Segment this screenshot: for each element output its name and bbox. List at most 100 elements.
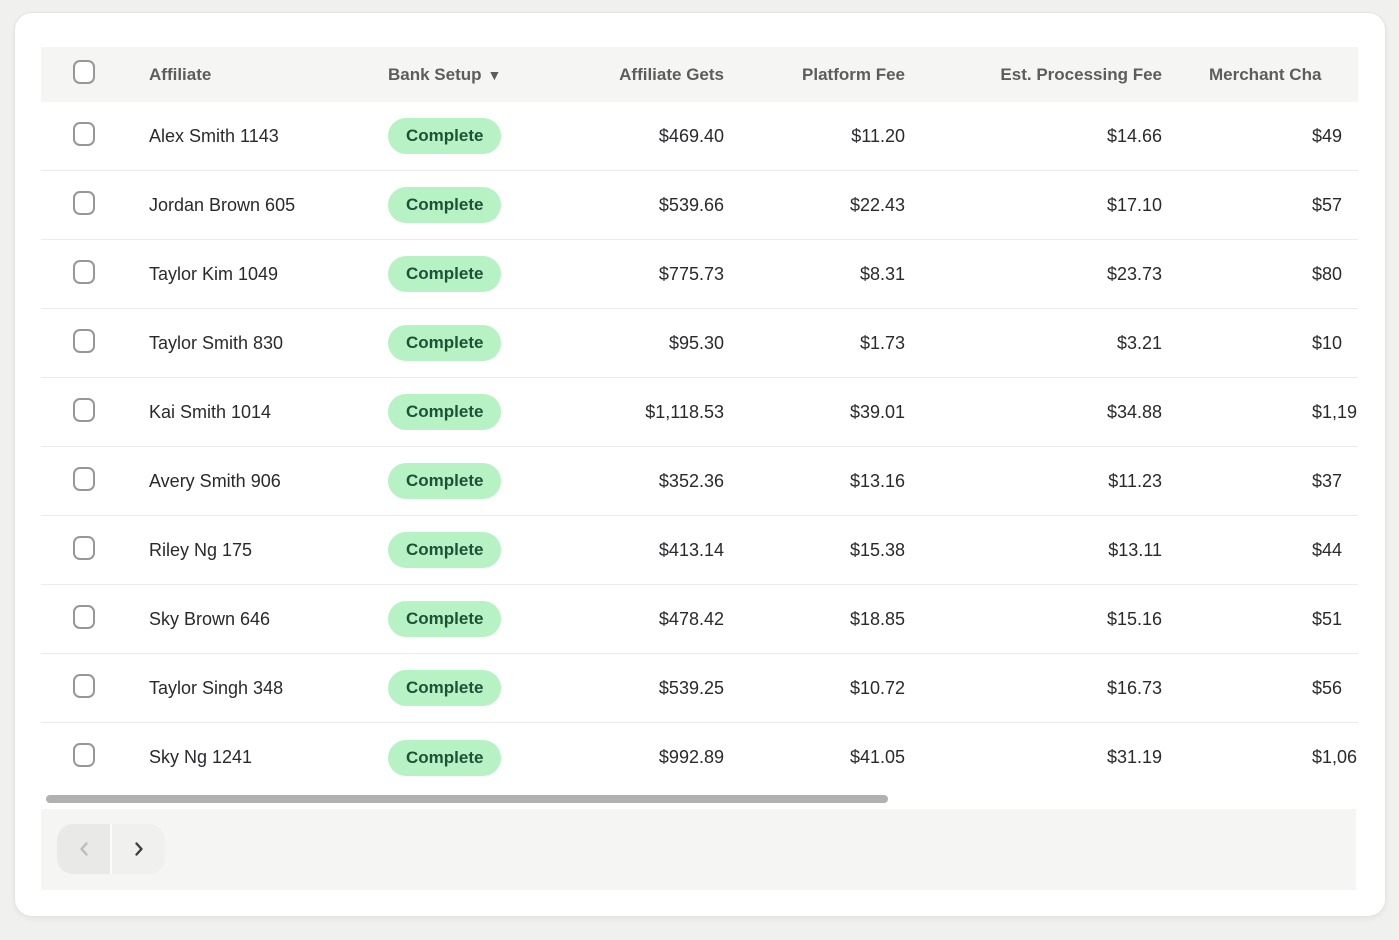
affiliate-name: Taylor Singh 348 bbox=[149, 677, 284, 698]
platform-fee-value: $10.72 bbox=[849, 677, 905, 698]
affiliate-payouts-card: Affiliate Bank Setup ▼ Affiliate Gets Pla… bbox=[14, 12, 1386, 917]
column-header-platform-fee[interactable]: Platform Fee bbox=[724, 65, 905, 85]
platform-fee-value: $22.43 bbox=[849, 194, 905, 215]
table-row: Taylor Smith 830 Complete $95.30 $1.73 $… bbox=[41, 309, 1358, 378]
status-badge: Complete bbox=[388, 118, 502, 154]
row-checkbox[interactable] bbox=[73, 328, 95, 353]
sort-desc-icon: ▼ bbox=[487, 66, 502, 83]
column-header-bank-setup[interactable]: Bank Setup ▼ bbox=[381, 65, 601, 85]
merchant-charge-value: $56 bbox=[1312, 677, 1343, 698]
merchant-charge-value: $80 bbox=[1312, 263, 1343, 284]
merchant-charge-value: $51 bbox=[1312, 608, 1343, 629]
processing-fee-value: $16.73 bbox=[1106, 677, 1162, 698]
status-badge: Complete bbox=[388, 463, 502, 499]
processing-fee-value: $34.88 bbox=[1106, 401, 1162, 422]
row-select-cell bbox=[41, 673, 116, 703]
bank-setup-cell: Complete bbox=[381, 601, 601, 637]
table-body: Alex Smith 1143 Complete $469.40 $11.20 … bbox=[41, 102, 1358, 792]
status-badge: Complete bbox=[388, 256, 502, 292]
select-all-checkbox[interactable] bbox=[73, 60, 95, 84]
platform-fee-value: $41.05 bbox=[849, 747, 905, 767]
platform-fee-value: $39.01 bbox=[849, 401, 905, 422]
table-row: Kai Smith 1014 Complete $1,118.53 $39.01… bbox=[41, 378, 1358, 447]
table-row: Jordan Brown 605 Complete $539.66 $22.43… bbox=[41, 171, 1358, 240]
affiliate-gets-value: $539.66 bbox=[658, 194, 724, 215]
table-row: Riley Ng 175 Complete $413.14 $15.38 $13… bbox=[41, 516, 1358, 585]
platform-fee-value: $13.16 bbox=[849, 470, 905, 491]
affiliate-name: Jordan Brown 605 bbox=[149, 194, 296, 215]
affiliate-gets-value: $478.42 bbox=[658, 608, 724, 629]
affiliate-name: Taylor Kim 1049 bbox=[149, 263, 279, 284]
table-footer bbox=[41, 809, 1356, 890]
row-select-cell bbox=[41, 397, 116, 427]
affiliate-name: Avery Smith 906 bbox=[149, 470, 281, 491]
column-header-label: Affiliate Gets bbox=[619, 64, 724, 84]
chevron-left-icon bbox=[79, 842, 88, 856]
platform-fee-value: $15.38 bbox=[849, 539, 905, 560]
merchant-charge-value: $44 bbox=[1312, 539, 1343, 560]
pagination-control bbox=[57, 824, 165, 874]
affiliate-gets-value: $95.30 bbox=[668, 332, 724, 353]
row-checkbox[interactable] bbox=[73, 121, 95, 146]
row-checkbox[interactable] bbox=[73, 259, 95, 284]
column-header-processing-fee[interactable]: Est. Processing Fee bbox=[905, 65, 1162, 85]
row-checkbox[interactable] bbox=[73, 190, 95, 215]
row-checkbox[interactable] bbox=[73, 535, 95, 560]
previous-page-button[interactable] bbox=[57, 824, 110, 874]
table-row: Taylor Kim 1049 Complete $775.73 $8.31 $… bbox=[41, 240, 1358, 309]
merchant-charge-value: $57 bbox=[1312, 194, 1343, 215]
column-header-label: Affiliate bbox=[149, 64, 212, 84]
row-checkbox[interactable] bbox=[73, 397, 95, 422]
merchant-charge-value: $10 bbox=[1312, 332, 1343, 353]
row-checkbox[interactable] bbox=[73, 604, 95, 629]
affiliate-name: Taylor Smith 830 bbox=[149, 332, 284, 353]
platform-fee-value: $18.85 bbox=[849, 608, 905, 629]
affiliate-name: Alex Smith 1143 bbox=[149, 125, 279, 146]
affiliates-table: Affiliate Bank Setup ▼ Affiliate Gets Pla… bbox=[41, 47, 1358, 792]
bank-setup-cell: Complete bbox=[381, 394, 601, 430]
table-header-row: Affiliate Bank Setup ▼ Affiliate Gets Pla… bbox=[41, 47, 1358, 102]
processing-fee-value: $31.19 bbox=[1106, 747, 1162, 767]
affiliate-gets-value: $539.25 bbox=[658, 677, 724, 698]
status-badge: Complete bbox=[388, 394, 502, 430]
row-select-cell bbox=[41, 121, 116, 151]
merchant-charge-value: $49 bbox=[1312, 125, 1343, 146]
table-row: Taylor Singh 348 Complete $539.25 $10.72… bbox=[41, 654, 1358, 723]
row-checkbox[interactable] bbox=[73, 743, 95, 767]
affiliate-gets-value: $992.89 bbox=[658, 747, 724, 767]
table-row: Sky Brown 646 Complete $478.42 $18.85 $1… bbox=[41, 585, 1358, 654]
status-badge: Complete bbox=[388, 670, 502, 706]
status-badge: Complete bbox=[388, 187, 502, 223]
bank-setup-cell: Complete bbox=[381, 532, 601, 568]
processing-fee-value: $15.16 bbox=[1106, 608, 1162, 629]
chevron-right-icon bbox=[134, 842, 143, 856]
merchant-charge-value: $1,06 bbox=[1312, 747, 1358, 767]
row-select-cell bbox=[41, 259, 116, 289]
bank-setup-cell: Complete bbox=[381, 256, 601, 292]
column-header-merchant-charge[interactable]: Merchant Cha bbox=[1162, 65, 1358, 85]
affiliate-name: Riley Ng 175 bbox=[149, 539, 253, 560]
affiliate-name: Sky Ng 1241 bbox=[149, 747, 253, 767]
status-badge: Complete bbox=[388, 601, 502, 637]
row-select-cell bbox=[41, 743, 116, 772]
column-header-affiliate-gets[interactable]: Affiliate Gets bbox=[601, 65, 724, 85]
next-page-button[interactable] bbox=[112, 824, 165, 874]
affiliate-gets-value: $413.14 bbox=[658, 539, 724, 560]
status-badge: Complete bbox=[388, 739, 502, 776]
row-select-cell bbox=[41, 190, 116, 220]
row-checkbox[interactable] bbox=[73, 466, 95, 491]
bank-setup-cell: Complete bbox=[381, 670, 601, 706]
status-badge: Complete bbox=[388, 325, 502, 361]
bank-setup-cell: Complete bbox=[381, 187, 601, 223]
affiliate-gets-value: $352.36 bbox=[658, 470, 724, 491]
row-checkbox[interactable] bbox=[73, 673, 95, 698]
bank-setup-cell: Complete bbox=[381, 118, 601, 154]
processing-fee-value: $17.10 bbox=[1106, 194, 1162, 215]
table-row: Sky Ng 1241 Complete $992.89 $41.05 $31.… bbox=[41, 723, 1358, 792]
column-header-affiliate[interactable]: Affiliate bbox=[116, 65, 381, 85]
table-scroll-viewport[interactable]: Affiliate Bank Setup ▼ Affiliate Gets Pla… bbox=[41, 47, 1358, 792]
horizontal-scrollbar-thumb[interactable] bbox=[46, 795, 888, 803]
affiliate-name: Kai Smith 1014 bbox=[149, 401, 272, 422]
platform-fee-value: $8.31 bbox=[859, 263, 905, 284]
bank-setup-cell: Complete bbox=[381, 463, 601, 499]
